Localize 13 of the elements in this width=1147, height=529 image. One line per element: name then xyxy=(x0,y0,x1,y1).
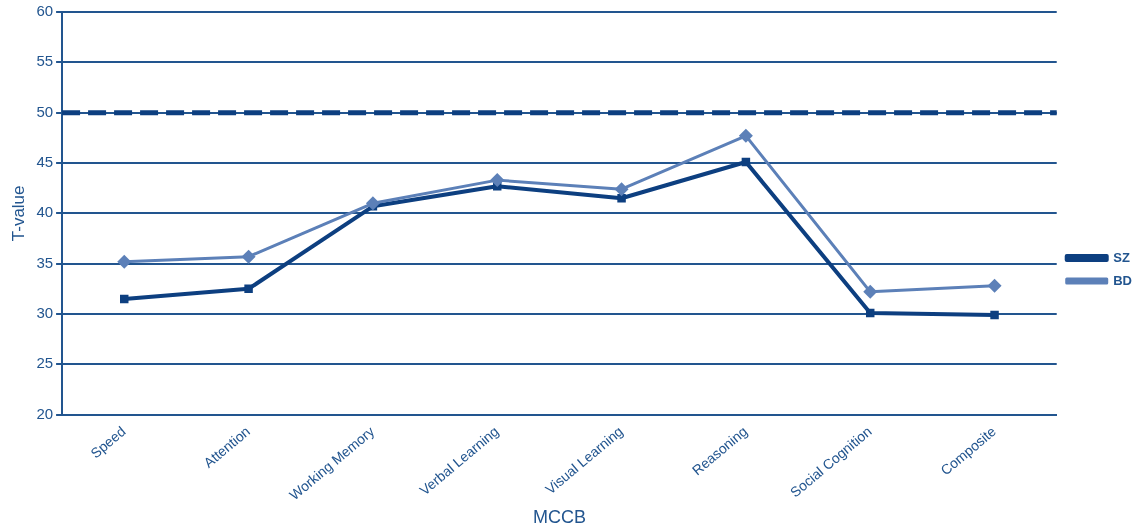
legend-label: BD xyxy=(1113,272,1132,288)
y-tick-label: 30 xyxy=(36,304,54,322)
y-tick-label: 25 xyxy=(36,354,54,372)
legend-label: SZ xyxy=(1113,249,1130,265)
x-axis-title: MCCB xyxy=(532,507,586,528)
y-axis-title: T-value xyxy=(8,185,28,242)
y-tick-label: 45 xyxy=(36,153,54,171)
y-tick-label: 20 xyxy=(36,404,54,422)
y-tick-label: 40 xyxy=(36,203,54,221)
y-tick-label: 35 xyxy=(36,253,54,271)
y-tick-label: 50 xyxy=(36,102,54,120)
y-tick-label: 55 xyxy=(36,52,54,70)
y-tick-label: 60 xyxy=(36,2,54,20)
